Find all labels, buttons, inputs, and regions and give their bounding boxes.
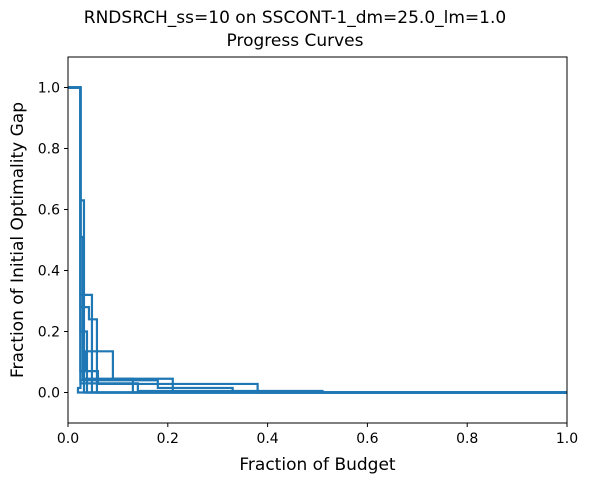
y-tick-label: 1.0 [38,81,60,97]
series-line-8 [68,86,567,394]
series-line-10 [68,86,567,394]
x-tick-label: 0.0 [57,431,79,447]
ticks-layer: 0.0 0.2 0.4 0.6 0.8 1.0 0.0 0.2 0.4 0.6 0.8 1.0 [38,81,578,448]
x-tick-label: 1.0 [556,431,578,447]
chart-subtitle: Progress Curves [226,31,364,51]
series-line-1 [68,86,567,394]
y-axis-label: Fraction of Initial Optimality Gap [8,102,28,378]
x-tick-label: 0.2 [157,431,179,447]
series-line-9 [68,86,567,394]
series-line-2 [68,86,567,394]
series-line-3 [68,86,567,394]
series-line-4 [68,86,567,394]
y-tick-label: 0.4 [38,264,60,280]
y-tick-label: 0.2 [38,325,60,341]
x-tick-label: 0.8 [456,431,478,447]
series-layer [68,86,567,394]
chart-title: RNDSRCH_ss=10 on SSCONT-1_dm=25.0_lm=1.0 [83,8,507,28]
x-axis-label: Fraction of Budget [239,455,396,475]
series-line-5 [68,86,567,394]
x-tick-label: 0.6 [356,431,378,447]
series-line-7 [68,86,567,394]
x-tick-label: 0.4 [256,431,278,447]
y-tick-label: 0.8 [38,142,60,158]
series-line-6 [68,86,567,394]
plot-frame [67,56,568,424]
y-tick-label: 0.0 [38,386,60,402]
y-tick-label: 0.6 [38,203,60,219]
